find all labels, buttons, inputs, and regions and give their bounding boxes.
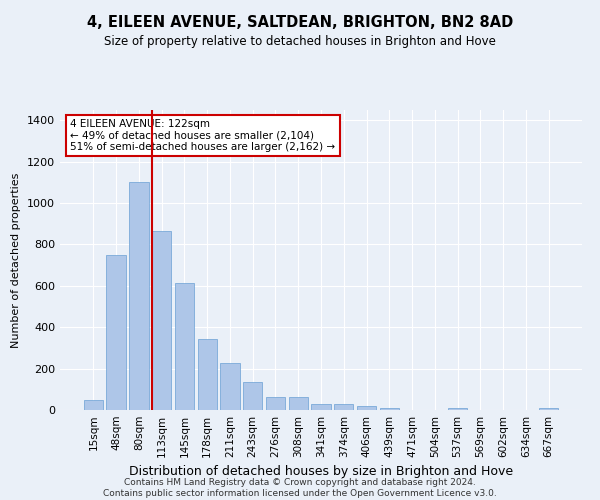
Text: Size of property relative to detached houses in Brighton and Hove: Size of property relative to detached ho… xyxy=(104,35,496,48)
Bar xyxy=(334,404,353,410)
Text: Contains HM Land Registry data © Crown copyright and database right 2024.
Contai: Contains HM Land Registry data © Crown c… xyxy=(103,478,497,498)
Bar xyxy=(175,283,194,410)
Bar xyxy=(243,382,262,410)
Bar xyxy=(197,338,217,410)
Bar xyxy=(380,408,399,410)
X-axis label: Distribution of detached houses by size in Brighton and Hove: Distribution of detached houses by size … xyxy=(129,466,513,478)
Bar xyxy=(84,400,103,410)
Bar xyxy=(220,364,239,410)
Bar xyxy=(448,408,467,410)
Text: 4 EILEEN AVENUE: 122sqm
← 49% of detached houses are smaller (2,104)
51% of semi: 4 EILEEN AVENUE: 122sqm ← 49% of detache… xyxy=(70,119,335,152)
Y-axis label: Number of detached properties: Number of detached properties xyxy=(11,172,22,348)
Bar xyxy=(106,255,126,410)
Bar xyxy=(357,406,376,410)
Bar xyxy=(129,182,149,410)
Bar xyxy=(311,404,331,410)
Text: 4, EILEEN AVENUE, SALTDEAN, BRIGHTON, BN2 8AD: 4, EILEEN AVENUE, SALTDEAN, BRIGHTON, BN… xyxy=(87,15,513,30)
Bar xyxy=(152,231,172,410)
Bar xyxy=(289,396,308,410)
Bar xyxy=(539,408,558,410)
Bar xyxy=(266,396,285,410)
